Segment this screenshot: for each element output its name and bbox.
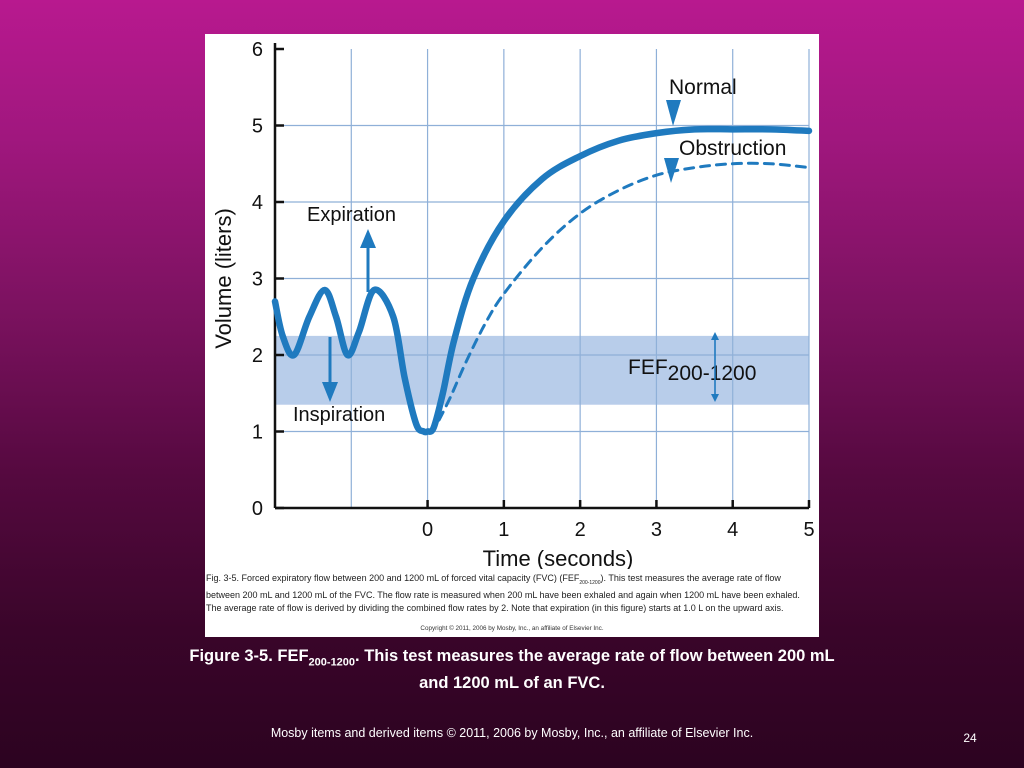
- expiration-arrow-icon: [360, 229, 376, 292]
- slide-caption: Figure 3-5. FEF200-1200. This test measu…: [189, 647, 835, 693]
- obstruction-marker-icon: [664, 158, 679, 183]
- figure-image: 0 1 2 3 4 5 6 0 1 2 3 4 5 Time (seconds) Volume (liter…: [205, 34, 819, 637]
- y-axis-label: Volume (liters): [211, 208, 236, 349]
- normal-marker-icon: [666, 100, 681, 126]
- y-tick-label: 6: [252, 39, 263, 61]
- y-tick-label: 5: [252, 116, 263, 138]
- x-tick-label: 1: [498, 519, 509, 541]
- footer-copyright: Mosby items and derived items © 2011, 20…: [270, 726, 754, 740]
- fef-range-arrow-icon: [711, 332, 719, 402]
- x-tick-label: 4: [727, 519, 738, 541]
- fef-label: FEF200-1200: [628, 356, 756, 385]
- obstruction-label: Obstruction: [679, 137, 786, 160]
- series-line-normal: [271, 125, 813, 436]
- page-number: 24: [963, 731, 977, 745]
- y-tick-label: 0: [252, 498, 263, 520]
- y-tick-label: 2: [252, 345, 263, 367]
- figure-caption: Fig. 3-5. Forced expiratory flow between…: [206, 573, 800, 613]
- x-tick-label: 0: [422, 519, 433, 541]
- expiration-label: Expiration: [307, 204, 396, 226]
- y-tick-label: 3: [252, 269, 263, 291]
- fef-band: [275, 335, 809, 405]
- figure-copyright: Copyright © 2011, 2006 by Mosby, Inc., a…: [420, 625, 604, 632]
- x-axis-label: Time (seconds): [483, 546, 634, 569]
- inspiration-arrow-icon: [322, 337, 338, 402]
- series-line-obstruction: [437, 161, 811, 422]
- x-tick-label: 2: [575, 519, 586, 541]
- volume-time-chart: 0 1 2 3 4 5 6 0 1 2 3 4 5 Time (seconds) Volume (liter…: [211, 39, 815, 569]
- y-tick-label: 1: [252, 422, 263, 444]
- y-tick-label: 4: [252, 192, 263, 214]
- inspiration-label: Inspiration: [293, 404, 385, 426]
- x-tick-label: 3: [651, 519, 662, 541]
- x-tick-label: 5: [803, 519, 814, 541]
- normal-label: Normal: [669, 76, 737, 99]
